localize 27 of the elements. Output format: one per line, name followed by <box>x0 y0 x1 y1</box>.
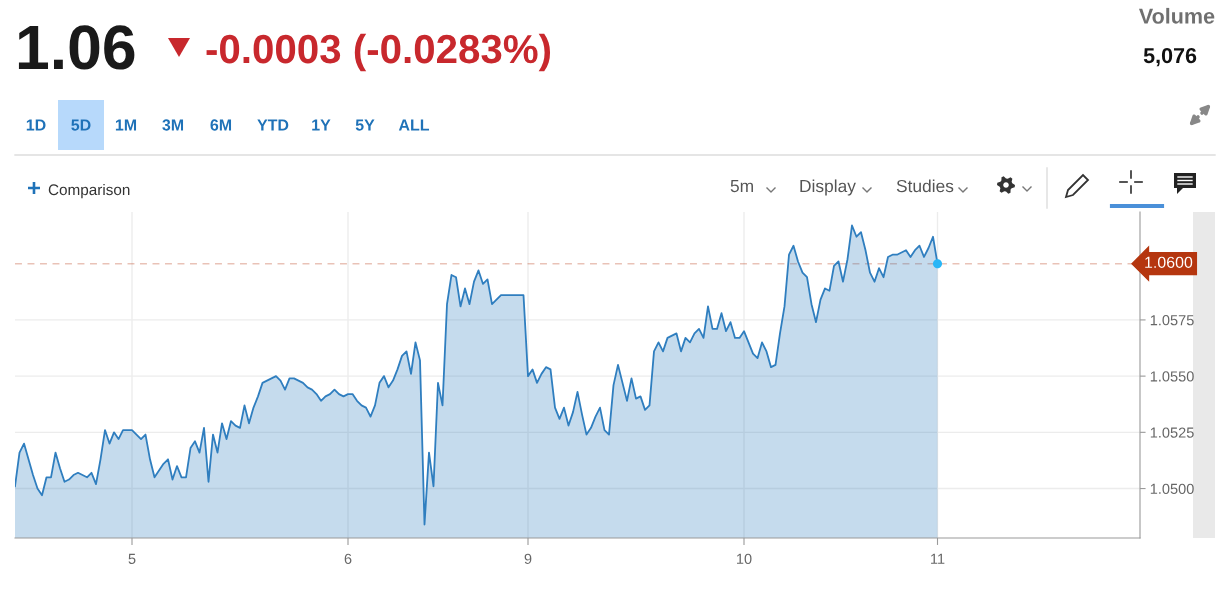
text: 1M <box>115 119 137 131</box>
text: 5D <box>71 119 91 131</box>
text: Studies <box>896 179 954 193</box>
text: YTD <box>257 119 289 131</box>
y-tick-label: 1.0575 <box>1150 315 1194 326</box>
text: 5,076 <box>1143 47 1197 67</box>
text: 5Y <box>355 119 375 131</box>
text: 6M <box>210 119 232 131</box>
x-tick-label: 5 <box>128 553 136 564</box>
text: 1Y <box>312 119 331 131</box>
x-tick-label: 11 <box>931 553 945 564</box>
x-tick-label: 6 <box>344 553 352 564</box>
text: 5m <box>730 180 753 193</box>
y-tick-label: 1.0525 <box>1150 427 1194 438</box>
text: Comparison <box>48 183 130 199</box>
y-tick-label: 1.0500 <box>1150 483 1194 494</box>
x-tick-label: 10 <box>737 553 752 564</box>
y-tick-label: 1.0550 <box>1150 371 1194 382</box>
text: Volume <box>1138 7 1215 24</box>
chart-title: 1.06 <box>18 25 135 70</box>
x-tick-label: 9 <box>524 553 532 564</box>
text: 1D <box>26 119 46 131</box>
text: 3M <box>162 119 184 131</box>
chart-subtitle: -0.0003 (-0.0283%) <box>206 33 551 72</box>
text: Display <box>800 179 856 196</box>
text: ALL <box>398 119 430 131</box>
ref-line-label: 1.0600 <box>1145 256 1193 268</box>
